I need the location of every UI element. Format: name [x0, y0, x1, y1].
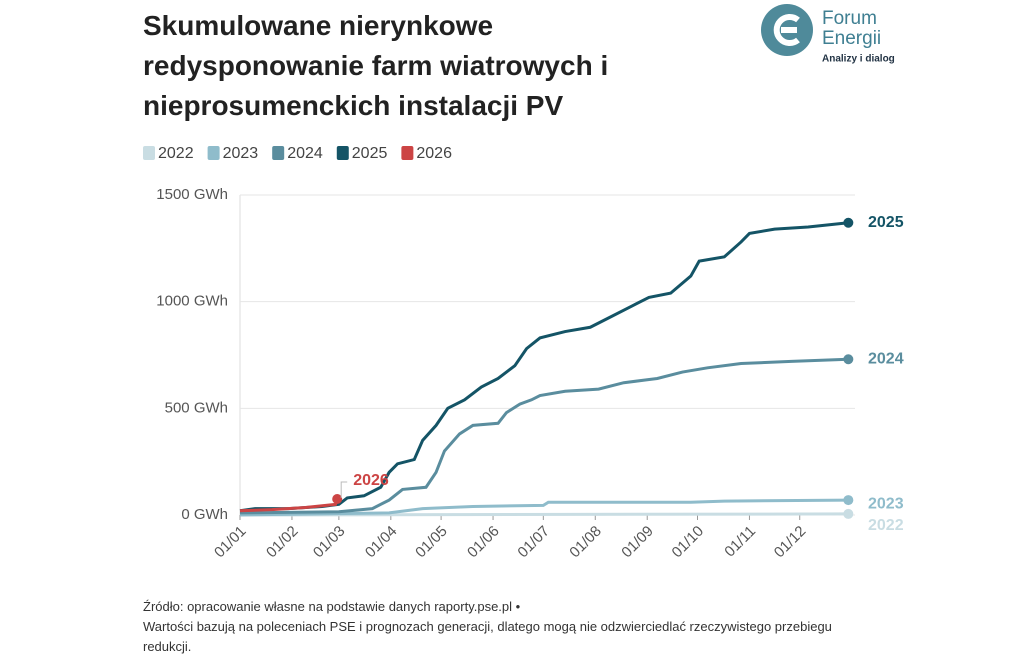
x-tick-label: 01/03 [310, 523, 349, 562]
source: Źródło: opracowanie własne na podstawie … [143, 599, 521, 614]
legend-swatch [207, 146, 220, 160]
series-line [239, 498, 849, 517]
x-tick-label: 01/09 [618, 523, 657, 562]
legend-label: 2026 [416, 145, 452, 162]
legend-label: 2025 [352, 145, 388, 162]
annotation-leader [340, 481, 348, 498]
x-tick-label: 01/05 [412, 523, 451, 562]
legend-swatch [143, 146, 155, 160]
chart-title: Skumulowane nierynkowe redysponowanie fa… [143, 10, 609, 121]
end-dot [843, 354, 854, 365]
note: Wartości bazują na poleceniach PSE i pro… [143, 619, 832, 654]
series-line [239, 357, 849, 515]
logo-tagline: Analizy i dialog [822, 54, 895, 65]
end-label: 2025 [868, 214, 904, 231]
x-tick-label: 01/06 [464, 523, 503, 562]
chart: Forum Energii Analizy i dialog 0 GWh 500 … [143, 4, 904, 562]
end-label: 2022 [868, 517, 904, 534]
legend-swatch [272, 146, 285, 160]
y-tick-label: 1500 GWh [156, 186, 228, 203]
annotation: 2026 [353, 472, 389, 489]
logo-glyph [781, 27, 797, 33]
legend-label: 2022 [158, 145, 194, 162]
y-tick-label: 500 GWh [165, 399, 228, 416]
x-tick-label: 01/01 [211, 523, 250, 562]
series-line [239, 498, 339, 513]
end-dot [843, 495, 854, 506]
x-tick-label: 01/12 [771, 523, 810, 562]
series-line [239, 221, 849, 513]
end-dot [843, 508, 854, 519]
x-tick-label: 01/11 [721, 523, 759, 561]
footer: Źródło: opracowanie własne na podstawie … [143, 597, 883, 657]
x-tick-label: 01/07 [514, 523, 553, 562]
legend-swatch [401, 146, 414, 160]
x-tick-label: 01/04 [362, 523, 401, 562]
end-dot [843, 217, 854, 228]
legend-label: 2024 [287, 145, 323, 162]
y-tick-label: 1000 GWh [156, 293, 228, 310]
legend-swatch [336, 146, 349, 160]
logo-text: Energii [822, 28, 881, 49]
x-tick-label: 01/10 [669, 523, 708, 562]
logo-text: Forum [822, 8, 877, 29]
x-tick-label: 01/08 [566, 523, 605, 562]
end-label: 2024 [868, 350, 904, 367]
logo-glyph [773, 14, 800, 46]
legend-label: 2023 [223, 145, 259, 162]
end-label: 2023 [868, 495, 904, 512]
y-tick-label: 0 GWh [181, 506, 228, 523]
x-tick-label: 01/02 [263, 523, 302, 562]
end-dot [332, 494, 343, 504]
